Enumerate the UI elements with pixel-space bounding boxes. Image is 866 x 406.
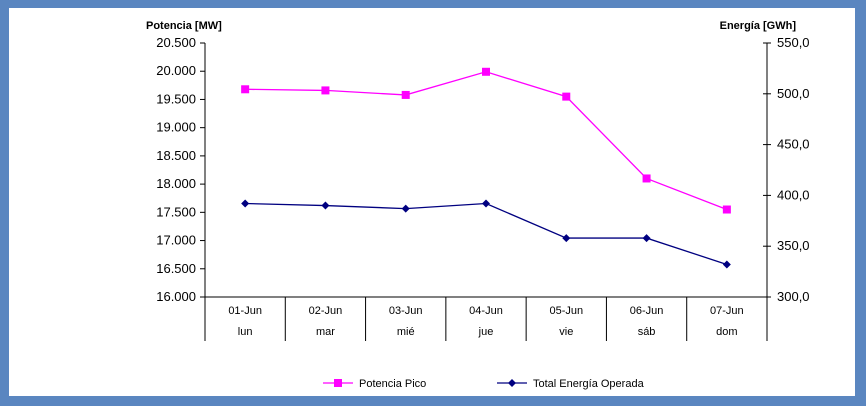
legend-marker <box>508 379 516 387</box>
series-point <box>482 199 490 208</box>
left-tick-label: 17.000 <box>156 233 196 248</box>
left-tick-label: 19.500 <box>156 91 196 106</box>
category-date-label: 06-Jun <box>630 305 664 317</box>
left-tick-label: 18.500 <box>156 148 196 163</box>
series-line <box>245 202 728 266</box>
legend-marker <box>334 379 342 387</box>
chart: Potencia [MW] Energía [GWh] 16.000 16.500… <box>146 20 810 390</box>
right-tick-label: 400,0 <box>777 187 810 202</box>
left-tick-label: 18.000 <box>156 176 196 191</box>
right-tick-label: 500,0 <box>777 86 810 101</box>
left-tick-label: 19.000 <box>156 120 196 135</box>
left-tick-label: 17.500 <box>156 204 196 219</box>
left-tick-label: 20.000 <box>156 63 196 78</box>
series-point <box>562 234 571 243</box>
series-point <box>241 85 250 94</box>
left-tick-label: 20.500 <box>156 35 196 50</box>
category-day-label: vie <box>559 326 573 338</box>
category-date-label: 03-Jun <box>389 305 423 317</box>
chart-frame: Potencia [MW] Energía [GWh] 16.000 16.500… <box>9 8 855 396</box>
series-point <box>482 67 490 76</box>
series-point <box>722 260 731 269</box>
right-tick-label: 300,0 <box>777 289 810 304</box>
series-point <box>401 204 410 213</box>
axes <box>204 43 768 298</box>
left-tick-label: 16.000 <box>156 289 196 304</box>
right-axis-ticks: 300,0 350,0 400,0 450,0 500,0 550,0 <box>763 35 810 304</box>
legend-label: Total Energía Operada <box>533 378 645 390</box>
series-point <box>642 174 651 183</box>
category-date-label: 02-Jun <box>309 305 343 317</box>
series-line <box>245 71 728 211</box>
category-day-label: dom <box>716 326 737 338</box>
left-axis-ticks: 16.000 16.500 17.000 17.500 18.000 18.500 19.0… <box>156 35 205 304</box>
category-day-label: mar <box>316 326 335 338</box>
right-tick-label: 350,0 <box>777 238 810 253</box>
category-day-label: mié <box>397 326 415 338</box>
category-day-label: jue <box>478 326 494 338</box>
category-date-label: 01-Jun <box>228 305 262 317</box>
category-date-label: 07-Jun <box>710 305 744 317</box>
series-point <box>321 86 330 95</box>
series-point <box>401 90 410 99</box>
series-point <box>562 92 571 101</box>
series-point <box>321 201 330 210</box>
right-axis-title: Energía [GWh] <box>720 20 797 32</box>
right-tick-label: 450,0 <box>777 137 810 152</box>
category-date-label: 05-Jun <box>549 305 583 317</box>
series-layer <box>241 67 731 269</box>
legend: Potencia Pico Total Energía Operada <box>323 378 645 390</box>
left-axis-title: Potencia [MW] <box>146 20 222 32</box>
series-point <box>241 199 250 208</box>
left-tick-label: 16.500 <box>156 261 196 276</box>
legend-label: Potencia Pico <box>359 378 426 390</box>
series-point <box>642 234 651 243</box>
right-tick-label: 550,0 <box>777 35 810 50</box>
category-labels: 01-Jun lun 02-Jun mar 03-Jun mié 04-Jun jue 05-J… <box>204 297 768 341</box>
category-day-label: sáb <box>638 326 656 338</box>
series-point <box>722 205 731 214</box>
category-date-label: 04-Jun <box>469 305 503 317</box>
category-day-label: lun <box>238 326 253 338</box>
